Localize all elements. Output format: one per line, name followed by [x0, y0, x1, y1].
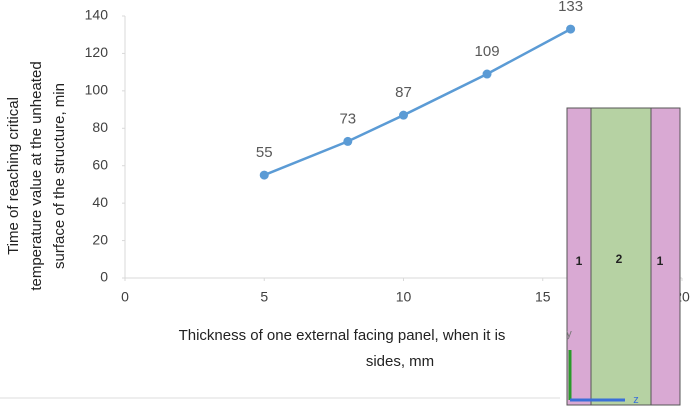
layer-label: 2 [616, 252, 623, 266]
y-tick-label: 140 [85, 7, 109, 23]
data-point [343, 136, 353, 146]
x-axis-label: sides, mm [366, 353, 434, 370]
data-label: 109 [475, 43, 500, 60]
series-line [263, 27, 572, 177]
data-point [259, 170, 269, 180]
layer-3 [650, 107, 681, 406]
x-axis-label: Thickness of one external facing panel, … [179, 327, 506, 344]
y-tick-label: 40 [92, 194, 108, 210]
axis-letter: y [566, 328, 572, 340]
data-label: 87 [395, 84, 412, 101]
y-axis-label: Time of reaching critical [5, 97, 22, 255]
y-tick-label: 60 [92, 156, 108, 172]
y-tick-label: 120 [85, 44, 109, 60]
y-tick-label: 80 [92, 119, 108, 135]
y-tick-label: 0 [100, 269, 108, 285]
data-label: 133 [558, 0, 583, 15]
y-tick-label: 100 [85, 82, 109, 98]
x-tick-label: 5 [260, 289, 268, 305]
x-tick-label: 10 [396, 289, 412, 305]
diagram-overlay: 1 2 1 y z [566, 107, 681, 406]
layer-label: 1 [657, 254, 664, 268]
axis-letter: z [633, 394, 639, 406]
data-label: 55 [256, 144, 273, 161]
layer-2 [590, 107, 652, 406]
layer-label: 1 [576, 254, 583, 268]
y-axis-label: surface of the structure, min [51, 83, 68, 269]
y-axis-label: temperature value at the unheated [28, 61, 45, 290]
data-label: 73 [339, 110, 356, 127]
x-tick-label: 15 [535, 289, 551, 305]
data-point [566, 24, 576, 34]
x-tick-label: 0 [121, 289, 129, 305]
data-point [399, 110, 408, 120]
y-tick-label: 20 [92, 231, 108, 247]
data-point [482, 69, 492, 79]
